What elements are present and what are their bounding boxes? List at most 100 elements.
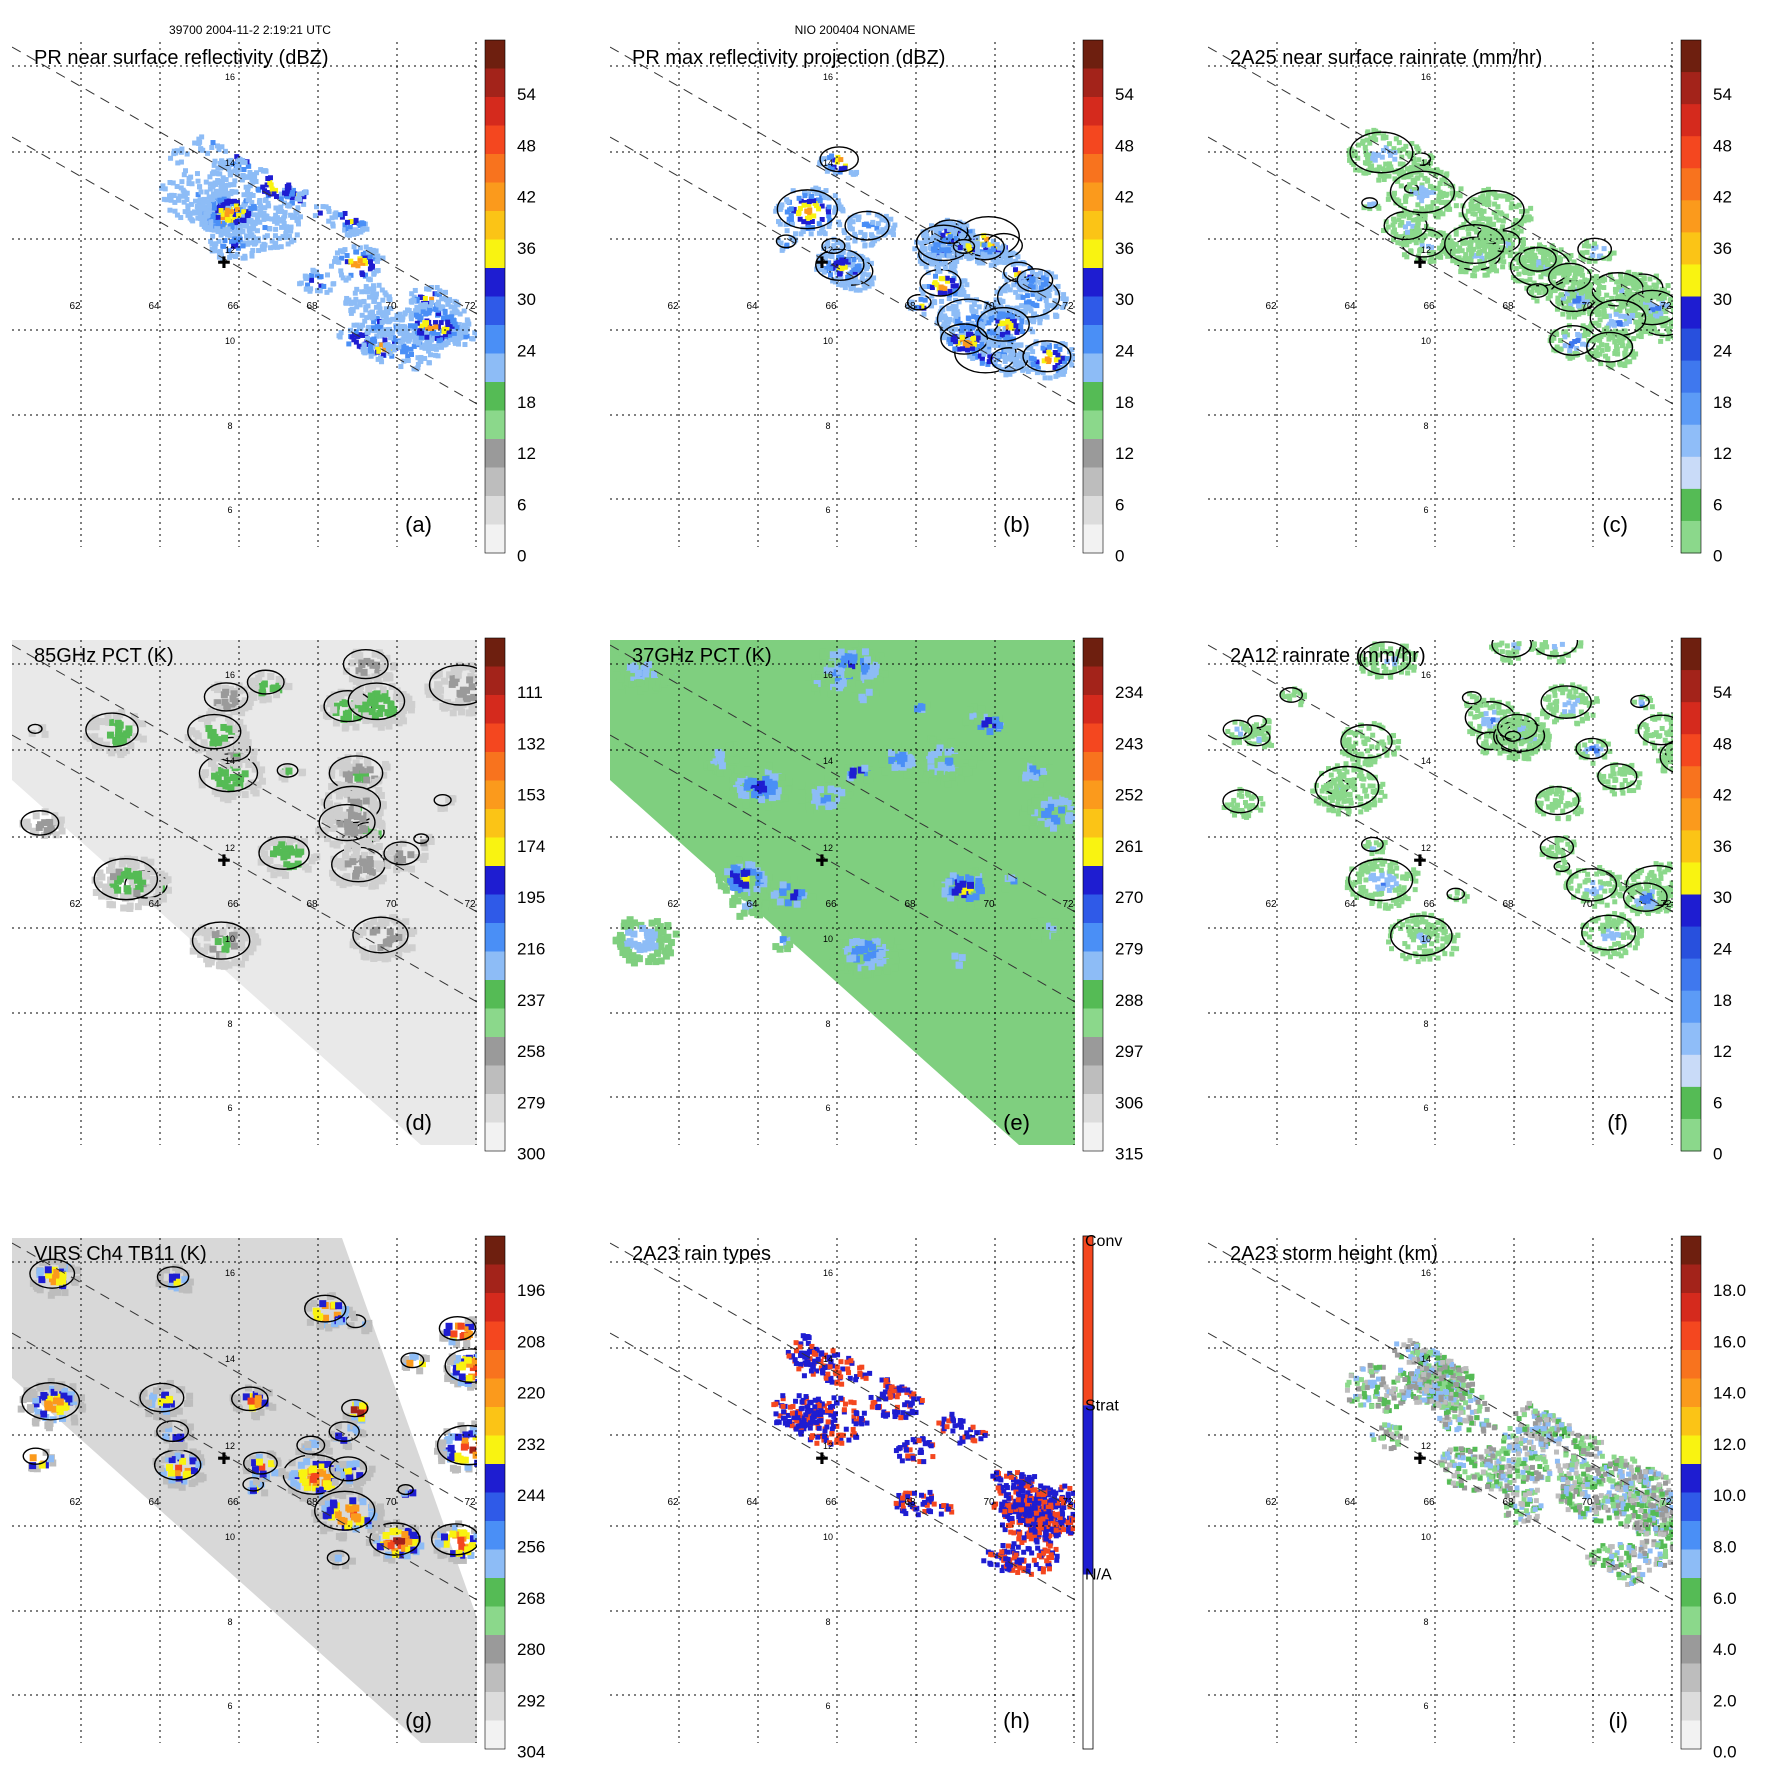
data-cell <box>1531 285 1537 291</box>
y-tick-label: 10 <box>1421 336 1431 346</box>
data-cell <box>1002 308 1008 314</box>
data-cell <box>997 290 1003 296</box>
colorbar-label: 30 <box>517 290 536 309</box>
data-cell <box>966 323 972 329</box>
data-cell <box>1500 237 1506 243</box>
data-cell <box>282 190 288 196</box>
data-cell <box>1560 311 1566 317</box>
data-cell <box>1392 169 1398 175</box>
data-cell <box>317 210 323 216</box>
data-cell <box>1371 152 1377 158</box>
data-cell <box>1044 302 1050 308</box>
panel-label: (c) <box>1602 512 1628 537</box>
data-cell <box>1494 268 1500 274</box>
data-cell <box>411 294 417 300</box>
data-cell <box>1606 256 1612 262</box>
data-cell <box>1672 306 1673 312</box>
data-cell <box>824 163 830 169</box>
data-cell <box>1488 256 1494 262</box>
data-cell <box>249 944 257 952</box>
colorbar-label: 54 <box>517 85 536 104</box>
data-cell <box>326 209 332 215</box>
data-cell <box>1016 311 1022 317</box>
data-cell <box>1528 205 1534 211</box>
data-cell <box>189 181 195 187</box>
data-cell <box>1540 270 1546 276</box>
data-cell <box>216 238 222 244</box>
data-cell <box>172 208 178 214</box>
data-cell <box>1567 355 1573 361</box>
data-cell <box>1654 319 1660 325</box>
data-cell <box>1453 203 1459 209</box>
data-cell <box>1364 130 1370 136</box>
data-cell <box>1669 319 1673 325</box>
data-cell <box>987 310 993 316</box>
data-cell <box>411 334 417 340</box>
data-cell <box>1394 178 1400 184</box>
data-cell <box>1637 281 1643 287</box>
data-cell <box>363 776 371 784</box>
data-cell <box>238 934 246 942</box>
data-cell <box>928 303 934 309</box>
data-cell <box>1024 293 1030 299</box>
data-cell <box>1645 318 1651 324</box>
data-cell <box>929 285 935 291</box>
data-cell <box>221 211 227 217</box>
data-cell <box>784 209 790 215</box>
data-cell <box>370 289 376 295</box>
data-cell <box>1415 202 1421 208</box>
data-cell <box>1571 314 1577 320</box>
data-cell <box>1608 364 1614 370</box>
data-cell <box>1429 155 1435 161</box>
data-cell <box>1468 206 1474 212</box>
contour-line <box>1022 340 1072 373</box>
data-cell <box>885 222 891 228</box>
data-cell <box>778 240 784 246</box>
data-cell <box>1426 190 1432 196</box>
data-cell <box>411 343 417 349</box>
contour-line <box>829 256 874 286</box>
contour-line <box>844 210 890 241</box>
data-cell <box>1605 346 1611 352</box>
data-cell <box>846 279 852 285</box>
data-cell <box>1514 230 1520 236</box>
data-cell <box>429 296 435 302</box>
data-cell <box>1643 304 1649 310</box>
data-cell <box>328 783 336 791</box>
x-tick-label: 66 <box>227 301 239 312</box>
data-cell <box>822 156 828 162</box>
colorbar-segment <box>1083 467 1103 497</box>
data-cell <box>1409 230 1415 236</box>
colorbar-segment <box>485 496 505 525</box>
data-cell <box>1621 281 1627 287</box>
colorbar-segment <box>485 182 505 212</box>
data-cell <box>859 276 865 282</box>
data-cell <box>1584 249 1590 255</box>
data-cell <box>1579 341 1585 347</box>
colorbar-segment <box>1083 239 1103 269</box>
data-cell <box>1017 260 1023 266</box>
data-cell <box>862 262 868 268</box>
data-cell <box>868 260 874 266</box>
data-cell <box>359 858 367 866</box>
data-cell <box>1554 306 1560 312</box>
data-cell <box>832 193 838 199</box>
data-cell <box>1574 263 1580 269</box>
data-cell <box>265 190 271 196</box>
data-cell <box>240 243 246 249</box>
colorbar-segment <box>485 211 505 240</box>
data-cell <box>990 309 996 315</box>
data-cell <box>1064 356 1070 362</box>
data-cell <box>397 944 405 952</box>
data-cell <box>223 186 229 192</box>
data-cell <box>278 204 284 210</box>
data-cell <box>868 232 874 238</box>
data-cell <box>1004 318 1010 324</box>
data-cell <box>193 198 199 204</box>
data-cell <box>239 927 247 935</box>
data-cell <box>402 928 410 936</box>
data-cell <box>1408 248 1414 254</box>
data-cell <box>821 229 827 235</box>
data-cell <box>941 236 947 242</box>
data-cell <box>209 945 217 953</box>
